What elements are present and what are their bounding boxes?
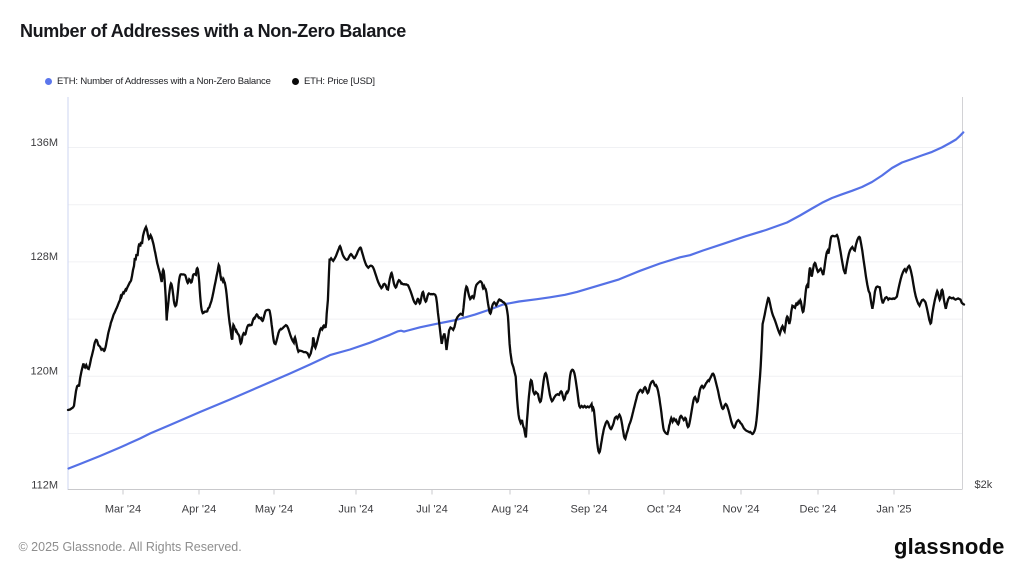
svg-text:$2k: $2k bbox=[975, 479, 993, 491]
svg-text:Dec '24: Dec '24 bbox=[800, 504, 837, 516]
svg-text:112M: 112M bbox=[31, 479, 58, 491]
svg-text:Jul '24: Jul '24 bbox=[416, 504, 447, 516]
svg-text:Jun '24: Jun '24 bbox=[338, 504, 373, 516]
svg-text:Mar '24: Mar '24 bbox=[105, 504, 141, 516]
svg-text:136M: 136M bbox=[30, 137, 58, 149]
svg-text:Sep '24: Sep '24 bbox=[571, 504, 608, 516]
svg-text:Apr '24: Apr '24 bbox=[182, 504, 217, 516]
svg-text:Aug '24: Aug '24 bbox=[492, 504, 529, 516]
svg-text:128M: 128M bbox=[30, 251, 58, 263]
svg-text:Oct '24: Oct '24 bbox=[647, 504, 682, 516]
svg-text:Jan '25: Jan '25 bbox=[876, 504, 911, 516]
svg-text:May '24: May '24 bbox=[255, 504, 293, 516]
svg-text:Nov '24: Nov '24 bbox=[723, 504, 760, 516]
svg-text:120M: 120M bbox=[30, 366, 58, 378]
